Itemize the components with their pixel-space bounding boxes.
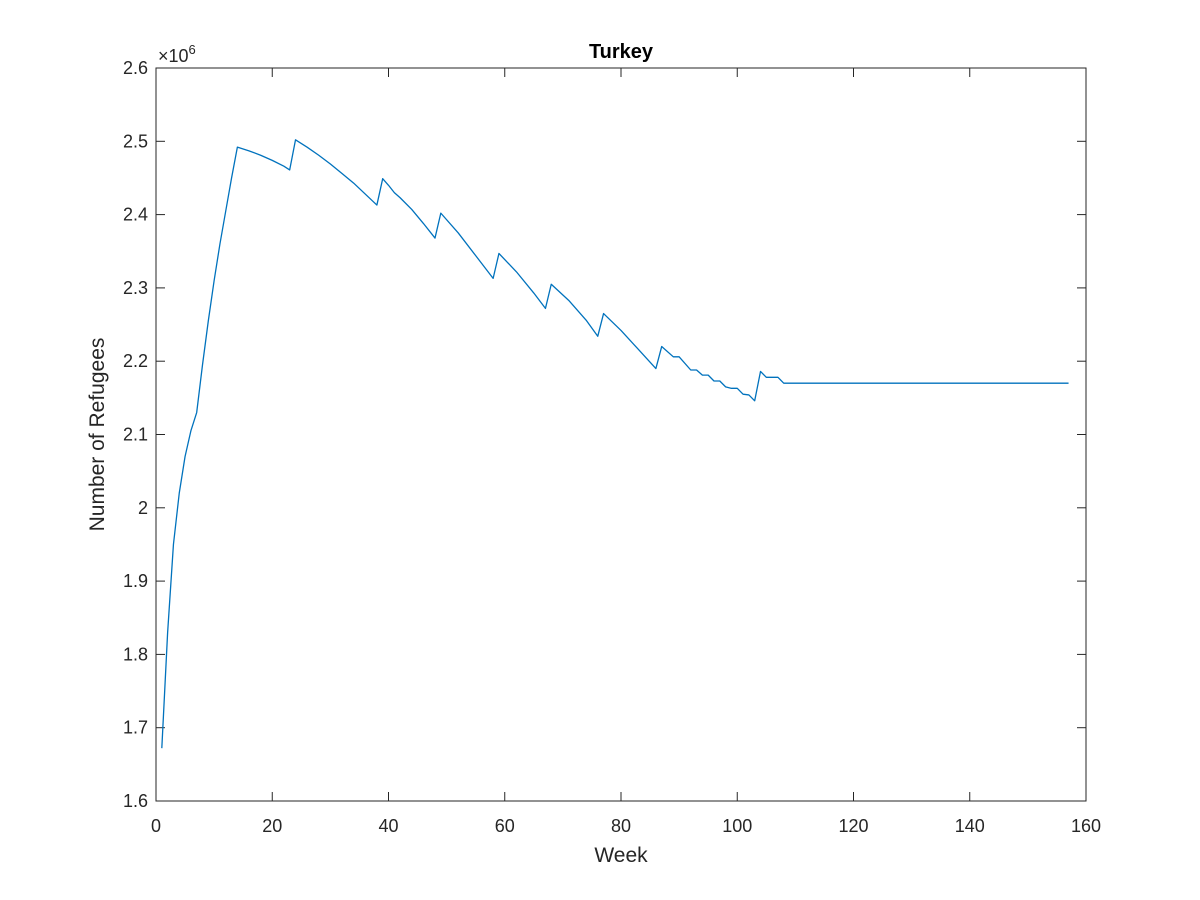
y-tick-label: 2.2 — [123, 351, 148, 371]
axis-ticks: 0 20 40 60 80 100 120 140 160 1.6 1.7 1.8 1.9 2 2.1 2.2… — [123, 58, 1101, 836]
x-tick-label: 20 — [262, 816, 282, 836]
y-tick-label: 2.6 — [123, 58, 148, 78]
plot-area — [155, 67, 1087, 802]
x-tick-label: 160 — [1071, 816, 1101, 836]
y-tick-label: 2.1 — [123, 425, 148, 445]
x-tick-label: 140 — [955, 816, 985, 836]
y-tick-label: 1.9 — [123, 571, 148, 591]
data-series — [161, 139, 1069, 749]
y-tick-label: 1.6 — [123, 791, 148, 811]
x-tick-label: 60 — [495, 816, 515, 836]
y-tick-label: 2 — [138, 498, 148, 518]
x-tick-label: 120 — [838, 816, 868, 836]
y-tick-label: 2.5 — [123, 131, 148, 151]
chart-title: Turkey — [589, 41, 654, 63]
x-axis-label: Week — [594, 844, 648, 867]
series-line — [161, 139, 1069, 749]
x-tick-label: 40 — [378, 816, 398, 836]
x-tick-label: 0 — [151, 816, 161, 836]
y-tick-label: 2.4 — [123, 205, 148, 225]
x-tick-label: 80 — [611, 816, 631, 836]
x-tick-label: 100 — [722, 816, 752, 836]
y-axis-label: Number of Refugees — [86, 338, 109, 532]
y-exponent-label: ×106 — [158, 42, 196, 66]
y-tick-label: 2.3 — [123, 278, 148, 298]
y-tick-label: 1.8 — [123, 644, 148, 664]
y-tick-label: 1.7 — [123, 718, 148, 738]
